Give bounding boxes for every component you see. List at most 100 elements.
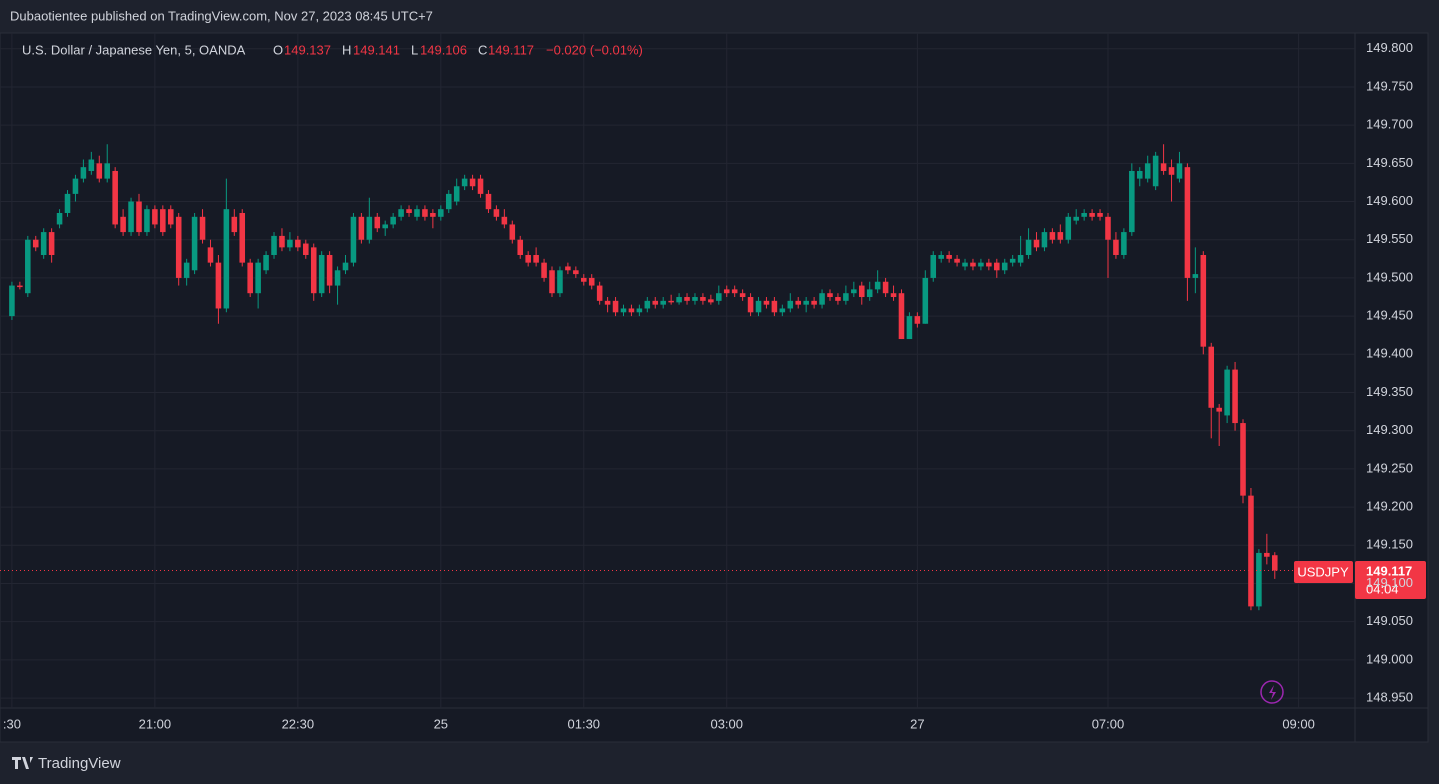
candle-body	[485, 193, 492, 210]
candle-body	[366, 216, 373, 240]
candle-body	[1160, 163, 1167, 171]
alert-icon[interactable]	[1260, 680, 1284, 704]
candle-body	[930, 255, 937, 278]
candle-body	[64, 193, 71, 213]
candle-body	[668, 300, 674, 303]
candle-body	[541, 262, 547, 278]
candle-body	[247, 262, 253, 294]
candle-body	[1041, 232, 1048, 248]
candle-body	[263, 255, 269, 271]
candle-body	[708, 299, 714, 303]
candle-body	[88, 159, 95, 171]
candle-body	[287, 239, 293, 248]
candle-body	[1097, 212, 1103, 217]
candle-body	[628, 308, 635, 313]
candle-body	[1105, 216, 1111, 240]
y-tick-label: 149.200	[1366, 499, 1413, 514]
candle-body	[271, 235, 277, 256]
candle-body	[533, 255, 539, 263]
candle-body	[994, 262, 1000, 271]
candle-body	[144, 209, 150, 233]
alert-bolt	[1269, 685, 1276, 700]
x-tick-label: 03:00	[710, 716, 743, 731]
candle-body	[501, 216, 508, 225]
legend-low: 149.106	[420, 42, 467, 57]
candle-body	[1033, 239, 1040, 248]
legend-l: L	[411, 42, 418, 57]
candle-body	[9, 285, 15, 317]
legend-symbol: U.S. Dollar / Japanese Yen, 5, OANDA	[22, 42, 246, 57]
candle-body	[445, 193, 452, 210]
candle-body	[1184, 167, 1191, 278]
candle-body	[136, 201, 142, 233]
footer-brand: TradingView	[38, 755, 121, 772]
candle-body	[469, 178, 476, 187]
candle-body	[565, 266, 571, 271]
candle-body	[851, 289, 857, 294]
candle-body	[652, 300, 659, 305]
candle-body	[946, 255, 952, 259]
publish-header: Dubaotientee published on TradingView.co…	[10, 8, 433, 23]
candle-body	[986, 262, 992, 267]
candle-body	[183, 262, 190, 278]
y-tick-label: 149.550	[1366, 231, 1413, 246]
candle-body	[279, 235, 285, 248]
candle-body	[32, 239, 39, 248]
candle-body	[1168, 167, 1175, 175]
candle-body	[453, 186, 460, 202]
candle-body	[17, 285, 23, 288]
candle-body	[48, 232, 55, 256]
y-tick-label: 149.800	[1366, 40, 1413, 55]
candle-body	[215, 262, 222, 309]
x-tick-label: 01:30	[568, 716, 601, 731]
candle-body	[580, 277, 587, 282]
candle-body	[970, 262, 976, 267]
candle-body	[644, 300, 651, 309]
candle-body	[1264, 552, 1270, 557]
candle-body	[239, 212, 246, 263]
candle-body	[207, 247, 214, 263]
symbol-badge	[1294, 561, 1353, 583]
legend-c: C	[478, 42, 487, 57]
candle-body	[763, 300, 770, 305]
candle-body	[1065, 216, 1072, 240]
candle-body	[1232, 369, 1238, 424]
candle-body	[835, 297, 841, 301]
candle-body	[978, 262, 984, 267]
tv-logo	[12, 757, 33, 769]
candle-body	[604, 300, 611, 305]
candle-body	[596, 285, 603, 301]
candle-body	[80, 167, 87, 179]
candle-body	[1144, 163, 1151, 179]
price-badge-text: 149.117	[1366, 563, 1412, 578]
candle-body	[120, 216, 126, 233]
candle-body	[1200, 255, 1207, 347]
candle-body	[1089, 212, 1095, 217]
x-tick-label: 25	[434, 716, 448, 731]
y-tick-label: 149.450	[1366, 308, 1413, 323]
candle-body	[112, 170, 118, 225]
candle-body	[676, 297, 682, 303]
candle-body	[1081, 212, 1087, 217]
candle-body	[96, 163, 103, 179]
candle-body	[318, 255, 325, 294]
candle-body	[199, 216, 206, 240]
candle-body	[517, 239, 524, 256]
candle-body	[1208, 346, 1215, 408]
candle-body	[414, 209, 420, 217]
candle-body	[779, 308, 786, 313]
candle-body	[152, 209, 158, 225]
y-tick-label: 149.700	[1366, 117, 1413, 132]
plot	[0, 33, 1355, 708]
candle-body	[1256, 552, 1262, 607]
candle-body	[620, 308, 627, 313]
candle-body	[795, 300, 802, 305]
candle-body	[1240, 423, 1246, 496]
candle-body	[612, 300, 619, 313]
candle-body	[914, 316, 921, 324]
candle-body	[390, 216, 396, 225]
x-tick-label: 07:00	[1092, 716, 1125, 731]
candle-body	[374, 216, 381, 229]
